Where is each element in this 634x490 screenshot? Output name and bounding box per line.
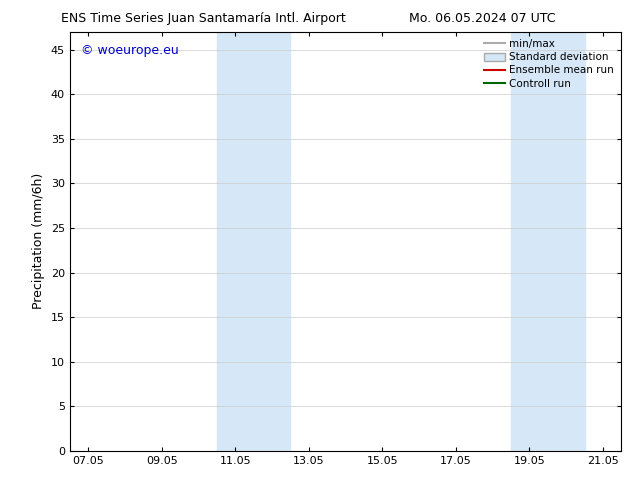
Bar: [511, 32, 585, 451]
Bar: [217, 32, 290, 451]
Legend: min/max, Standard deviation, Ensemble mean run, Controll run: min/max, Standard deviation, Ensemble me…: [480, 35, 618, 93]
Text: Mo. 06.05.2024 07 UTC: Mo. 06.05.2024 07 UTC: [408, 12, 555, 25]
Text: ENS Time Series Juan Santamaría Intl. Airport: ENS Time Series Juan Santamaría Intl. Ai…: [60, 12, 346, 25]
Text: © woeurope.eu: © woeurope.eu: [81, 45, 179, 57]
Y-axis label: Precipitation (mm/6h): Precipitation (mm/6h): [32, 173, 45, 310]
